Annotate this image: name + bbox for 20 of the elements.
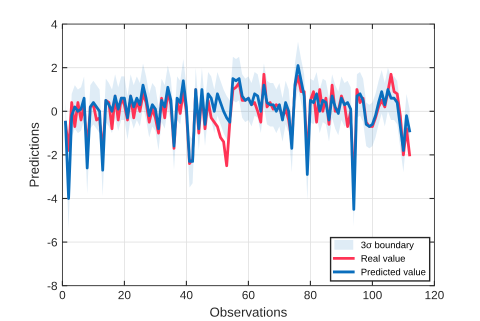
y-tick-label: 4 [51, 20, 58, 28]
y-tick-label: 2 [52, 64, 57, 72]
y-tick-label: -6 [48, 238, 58, 246]
x-tick-label: 0 [60, 290, 66, 300]
y-tick-label: -2 [48, 150, 57, 160]
x-tick-label: 60 [242, 290, 255, 300]
legend-label: Predicted value [362, 268, 426, 276]
x-tick-label: 100 [363, 290, 382, 300]
y-axis-title: Predictions [29, 122, 39, 186]
x-tick-label: 80 [304, 290, 317, 300]
line-series [64, 64, 411, 211]
x-tick-label: 120 [425, 290, 444, 300]
x-axis-title: Observations [210, 307, 287, 317]
legend-label: Real value [362, 254, 406, 262]
y-tick-label: 0 [51, 107, 58, 116]
y-tick-label: -8 [48, 282, 58, 290]
annotation: 3σ boundary [361, 241, 414, 250]
x-tick-label: 40 [180, 290, 193, 300]
y-tick-label: -4 [48, 194, 58, 203]
x-tick-label: 20 [118, 290, 131, 300]
